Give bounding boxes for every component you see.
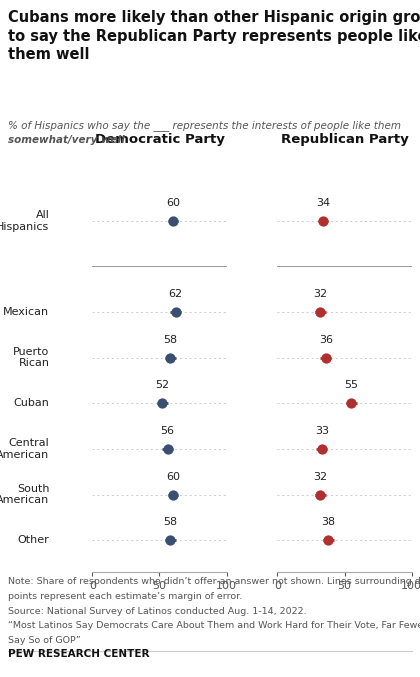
Text: 58: 58 — [163, 517, 177, 527]
Point — [170, 489, 176, 500]
Title: Democratic Party: Democratic Party — [94, 133, 224, 146]
Point — [164, 443, 171, 454]
Text: 58: 58 — [163, 335, 177, 345]
Text: PEW RESEARCH CENTER: PEW RESEARCH CENTER — [8, 649, 150, 659]
Text: 55: 55 — [344, 380, 358, 391]
Text: 33: 33 — [315, 426, 329, 436]
Text: All
Hispanics: All Hispanics — [0, 210, 50, 232]
Text: Cubans more likely than other Hispanic origin groups
to say the Republican Party: Cubans more likely than other Hispanic o… — [8, 10, 420, 62]
Text: 38: 38 — [321, 517, 336, 527]
Point — [317, 489, 324, 500]
Point — [320, 215, 326, 226]
Text: 62: 62 — [168, 289, 183, 299]
Point — [325, 535, 332, 546]
Text: 60: 60 — [166, 198, 180, 208]
Point — [317, 307, 324, 318]
Point — [172, 307, 179, 318]
Text: Cuban: Cuban — [13, 398, 50, 408]
Point — [167, 352, 173, 363]
Text: Note: Share of respondents who didn’t offer an answer not shown. Lines surroundi: Note: Share of respondents who didn’t of… — [8, 577, 420, 586]
Text: South
American: South American — [0, 483, 50, 505]
Text: Source: National Survey of Latinos conducted Aug. 1-14, 2022.: Source: National Survey of Latinos condu… — [8, 607, 307, 615]
Point — [167, 535, 173, 546]
Text: “Most Latinos Say Democrats Care About Them and Work Hard for Their Vote, Far Fe: “Most Latinos Say Democrats Care About T… — [8, 621, 420, 630]
Text: 36: 36 — [319, 335, 333, 345]
Text: Other: Other — [18, 535, 50, 545]
Text: 52: 52 — [155, 380, 169, 391]
Point — [159, 398, 165, 409]
Point — [318, 443, 325, 454]
Text: Mexican: Mexican — [3, 307, 50, 317]
Text: 60: 60 — [166, 472, 180, 482]
Title: Republican Party: Republican Party — [281, 133, 408, 146]
Text: 32: 32 — [313, 289, 328, 299]
Point — [323, 352, 329, 363]
Text: Say So of GOP”: Say So of GOP” — [8, 636, 81, 645]
Text: 34: 34 — [316, 198, 330, 208]
Text: points represent each estimate’s margin of error.: points represent each estimate’s margin … — [8, 592, 243, 600]
Text: % of Hispanics who say the ___ represents the interests of people like them: % of Hispanics who say the ___ represent… — [8, 121, 402, 131]
Text: Central
American: Central American — [0, 438, 50, 460]
Text: somewhat/very well: somewhat/very well — [8, 135, 125, 146]
Point — [170, 215, 176, 226]
Text: Puerto
Rican: Puerto Rican — [13, 347, 50, 368]
Point — [348, 398, 354, 409]
Text: 56: 56 — [160, 426, 174, 436]
Text: 32: 32 — [313, 472, 328, 482]
